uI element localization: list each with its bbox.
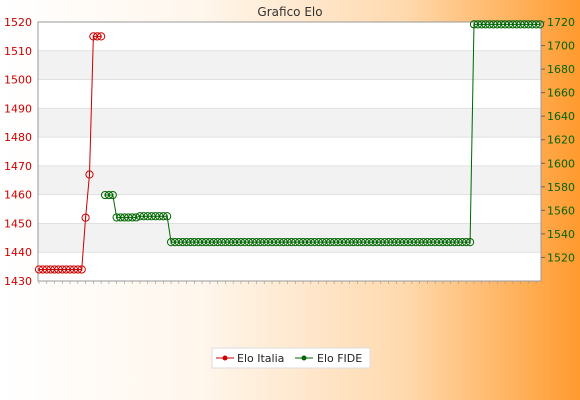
legend-marker-icon [301,355,307,361]
legend-marker-icon [222,355,228,361]
right-tick-label: 1580 [547,181,575,194]
data-point [97,32,106,41]
series-elo-italia [34,32,106,274]
legend-box [211,347,371,369]
data-point [81,213,90,222]
data-point [465,238,475,247]
data-point [85,170,94,179]
left-tick-label: 1500 [4,74,32,87]
grid-band [38,165,541,195]
left-tick-label: 1460 [4,189,32,202]
legend-label-elo-fide: Elo FIDE [317,352,362,365]
left-axis-elo-italia: 1430 1440 1450 1460 1470 1480 1490 1500 1510 1520 [4,16,32,288]
grid-band [38,223,541,253]
right-axis-elo-fide: 1520 1540 1560 1580 1600 1620 1640 1660 1680 1700… [541,16,575,264]
right-tick-label: 1560 [547,204,575,217]
chart-title: Grafico Elo [257,5,322,19]
right-tick-label: 1620 [547,134,575,147]
left-tick-label: 1470 [4,160,32,173]
data-point [535,20,545,29]
left-tick-label: 1480 [4,131,32,144]
left-tick-label: 1430 [4,275,32,288]
plot-bands [38,22,541,281]
series-elo-fide [100,20,545,247]
right-tick-label: 1640 [547,110,575,123]
left-tick-label: 1440 [4,246,32,259]
data-point [108,190,117,200]
data-point [163,212,172,221]
right-tick-label: 1720 [547,16,575,29]
data-point [77,265,86,274]
series-layer [34,20,545,274]
legend: Elo Italia Elo FIDE [211,347,371,369]
legend-label-elo-italia: Elo Italia [237,352,284,365]
right-tick-label: 1660 [547,87,575,100]
right-tick-label: 1700 [547,40,575,53]
legend-item-elo-italia: Elo Italia [216,352,284,365]
left-tick-label: 1490 [4,102,32,115]
x-axis-ticks [38,281,537,284]
right-tick-label: 1520 [547,251,575,264]
legend-item-elo-fide: Elo FIDE [295,352,362,365]
left-tick-label: 1520 [4,16,32,29]
right-tick-label: 1540 [547,228,575,241]
right-tick-label: 1680 [547,63,575,76]
left-tick-label: 1450 [4,217,32,230]
grid-band [38,108,541,138]
grid-band [38,50,541,80]
right-tick-label: 1600 [547,157,575,170]
plot-frame [37,21,542,282]
left-tick-label: 1510 [4,45,32,58]
